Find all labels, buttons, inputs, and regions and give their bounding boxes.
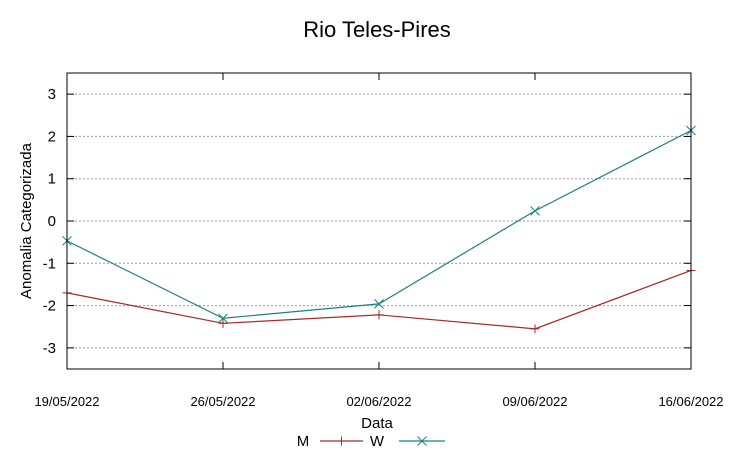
series-line-W [66,129,692,319]
x-tick-label: 19/05/2022 [34,394,99,409]
y-tick-label: 1 [48,171,56,188]
data-point-M [218,318,228,328]
legend-marker-W [417,436,427,446]
grid-lines [67,93,691,349]
x-tick-label: 16/06/2022 [658,394,723,409]
y-tick-label: 3 [48,86,56,103]
x-axis-label: Data [361,415,393,432]
y-tick-label: 0 [48,213,56,230]
x-tick-label: 26/05/2022 [190,394,255,409]
data-point-W [374,299,384,309]
x-axis-ticks: 19/05/2022 26/05/2022 02/06/2022 09/06/2022… [34,73,724,409]
data-point-W [530,205,540,216]
y-axis-label: Anomalia Categorizada [18,142,35,299]
plot-frame [66,72,692,370]
legend-label-W: W [370,433,385,450]
y-tick-label: -1 [43,255,56,272]
x-tick-label: 02/06/2022 [346,394,411,409]
y-tick-label: -3 [43,340,56,357]
chart-title: Rio Teles-Pires [303,17,451,42]
y-tick-label: 2 [48,128,56,145]
y-axis-ticks: 3 2 1 0 -1 -2 -3 [43,86,691,357]
data-point-W [218,313,228,324]
series-line-M [66,269,692,330]
data-point-M [374,310,384,320]
y-tick-label: -2 [43,298,56,315]
data-point-M [530,324,540,334]
legend-marker-M [337,436,346,446]
series-group [62,125,696,334]
x-tick-label: 09/06/2022 [502,394,567,409]
legend-label-M: M [297,433,310,450]
